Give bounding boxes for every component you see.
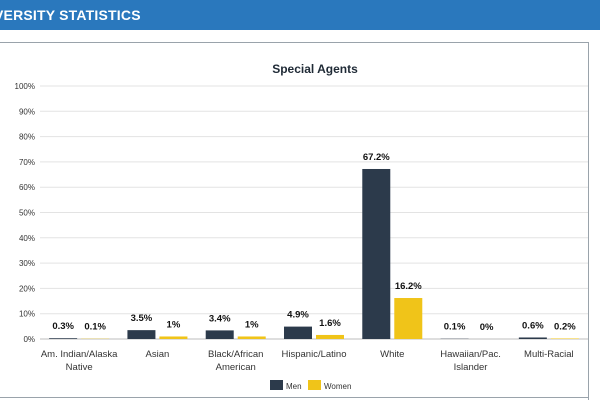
bar-women [394,298,423,339]
legend-swatch-women [308,380,321,390]
y-tick-label: 30% [19,259,35,268]
data-label: 67.2% [363,152,390,163]
bar-women [237,336,266,339]
x-tick-label: American [216,362,256,373]
x-tick-label: Black/African [208,349,263,360]
panel-border-bottom [0,397,588,398]
legend-swatch-men [270,380,283,390]
data-label: 0.6% [522,320,544,331]
chart-title: Special Agents [272,62,358,76]
bar-women [550,338,579,339]
data-label: 0.1% [84,322,106,333]
legend-label-men: Men [286,382,302,391]
data-label: 0.3% [52,321,74,332]
panel-border-top [0,42,588,43]
data-label: 0% [480,322,494,333]
data-label: 1% [245,319,259,330]
bar-men [127,330,156,339]
chart-bars [49,168,579,339]
y-tick-label: 20% [19,284,35,293]
header-bar: VERSITY STATISTICS [0,0,600,30]
data-label: 3.5% [131,313,153,324]
bar-women [316,334,344,339]
panel-border-right [588,42,589,400]
y-tick-label: 70% [19,158,35,167]
data-labels: 0.3% 0.1% 3.5% 1% 3.4% 1% 4.9% 1.6% 67.2% 16.2% 0.… [52,152,576,333]
x-tick-label: Am. Indian/Alaska [41,349,118,360]
x-tick-label: Multi-Racial [524,349,574,360]
data-label: 3.4% [209,313,231,324]
y-tick-label: 10% [19,310,35,319]
y-tick-label: 50% [19,209,35,218]
legend-label-women: Women [324,382,351,391]
y-tick-label: 0% [23,335,35,344]
data-label: 0.1% [444,322,466,333]
x-axis-ticks: Am. Indian/Alaska Native Asian Black/Africa… [41,349,574,373]
data-label: 4.9% [287,310,309,321]
x-tick-label: Islander [454,362,488,373]
x-tick-label: Native [66,362,93,373]
chart-legend: Men Women [270,380,351,391]
data-label: 1.6% [319,318,341,329]
section-title: VERSITY STATISTICS [0,7,141,23]
bar-men [205,330,234,339]
data-label: 16.2% [395,281,422,292]
y-tick-label: 100% [15,82,35,91]
y-axis-ticks: 0% 10% 20% 30% 40% 50% 60% 70% 80% 90% 100% [15,82,35,344]
bar-men [518,337,547,339]
y-tick-label: 40% [19,234,35,243]
bar-women [159,336,188,339]
bar-men [49,338,78,339]
x-tick-label: White [380,349,404,360]
x-tick-label: Asian [146,349,170,360]
y-tick-label: 60% [19,183,35,192]
data-label: 0.2% [554,321,576,332]
y-tick-label: 80% [19,133,35,142]
x-tick-label: Hawaiian/Pac. [440,349,501,360]
chart-grid [40,85,588,340]
bar-men [362,168,391,339]
y-tick-label: 90% [19,107,35,116]
bar-men [284,326,312,339]
data-label: 1% [167,319,181,330]
x-tick-label: Hispanic/Latino [282,349,347,360]
